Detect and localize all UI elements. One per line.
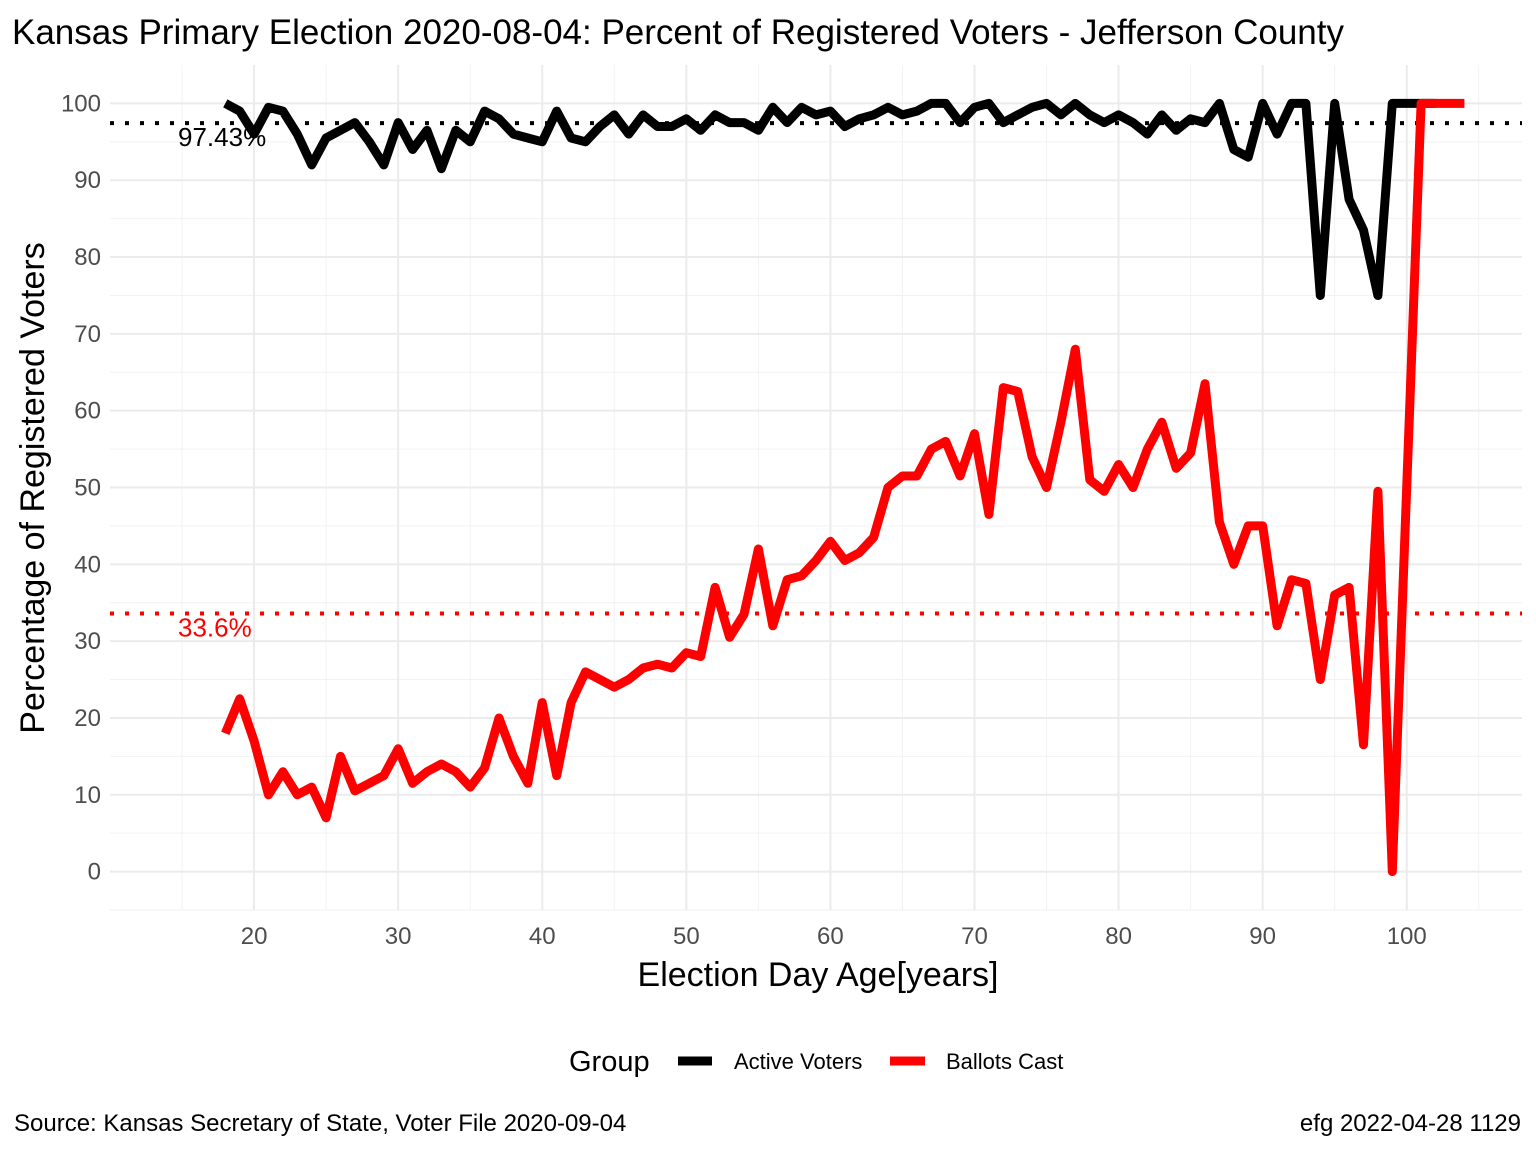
x-tick-label: 50 xyxy=(673,923,700,950)
reference-labels: 97.43% 33.6% xyxy=(178,122,266,642)
x-tick-label: 90 xyxy=(1249,923,1276,950)
x-tick-label: 20 xyxy=(241,923,268,950)
legend-label-active-voters: Active Voters xyxy=(734,1049,862,1074)
y-tick-label: 40 xyxy=(74,551,101,578)
credit-caption: efg 2022-04-28 1129 xyxy=(1300,1110,1521,1137)
x-tick-label: 40 xyxy=(529,923,556,950)
x-tick-label: 30 xyxy=(385,923,412,950)
y-tick-label: 70 xyxy=(74,321,101,348)
series-lines xyxy=(221,98,1465,877)
y-axis-title: Percentage of Registered Voters xyxy=(14,242,52,733)
legend: Group Active Voters Ballots Cast xyxy=(569,1046,1063,1078)
reference-lines xyxy=(110,121,1522,616)
y-tick-label: 100 xyxy=(61,90,101,117)
reference-line-label: 97.43% xyxy=(178,122,266,152)
reference-line-label: 33.6% xyxy=(178,612,252,642)
series-line-ballots-cast xyxy=(221,98,1465,877)
chart-title: Kansas Primary Election 2020-08-04: Perc… xyxy=(12,13,1344,52)
y-tick-label: 60 xyxy=(74,398,101,425)
source-caption: Source: Kansas Secretary of State, Voter… xyxy=(14,1110,626,1137)
x-axis-ticks: 20 30 40 50 60 70 80 90 100 xyxy=(241,923,1427,950)
y-tick-label: 50 xyxy=(74,475,101,502)
legend-label-ballots-cast: Ballots Cast xyxy=(946,1049,1063,1074)
legend-title: Group xyxy=(569,1046,650,1078)
y-tick-label: 90 xyxy=(74,167,101,194)
x-tick-label: 80 xyxy=(1105,923,1132,950)
y-tick-label: 10 xyxy=(74,782,101,809)
x-axis-title: Election Day Age[years] xyxy=(638,956,999,994)
x-tick-label: 100 xyxy=(1387,923,1427,950)
y-axis-ticks: 0 10 20 30 40 50 60 70 80 90 100 xyxy=(61,90,101,885)
x-tick-label: 60 xyxy=(817,923,844,950)
x-tick-label: 70 xyxy=(961,923,988,950)
y-tick-label: 80 xyxy=(74,244,101,271)
y-tick-label: 30 xyxy=(74,628,101,655)
y-tick-label: 0 xyxy=(88,859,101,886)
series-line-active-voters xyxy=(223,98,1436,300)
y-tick-label: 20 xyxy=(74,705,101,732)
